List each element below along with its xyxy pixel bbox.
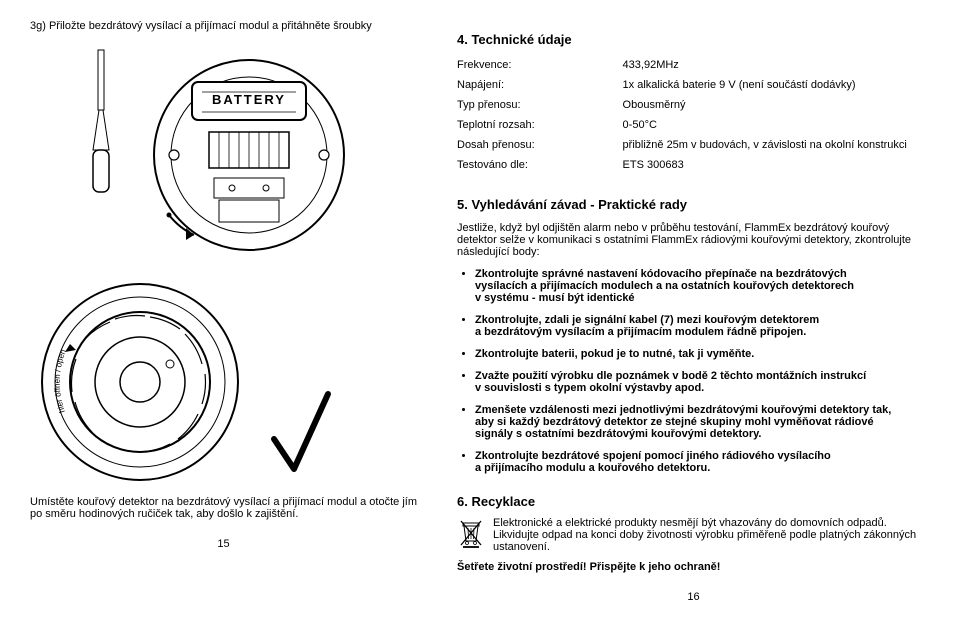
spec-value: přibližně 25m v budovách, v závislosti n… (623, 135, 930, 155)
list-item: Zkontrolujte správné nastavení kódovacíh… (475, 268, 930, 304)
spec-label: Typ přenosu: (457, 95, 623, 115)
list-item: Zmenšete vzdálenosti mezi jednotlivými b… (475, 404, 930, 440)
page-number-right: 16 (457, 591, 930, 603)
list-item-line: signály s ostatními bezdrátovými kouřový… (475, 428, 930, 440)
spec-label: Dosah přenosu: (457, 135, 623, 155)
spec-label: Teplotní rozsah: (457, 115, 623, 135)
list-item: Zvažte použití výrobku dle poznámek v bo… (475, 370, 930, 394)
table-row: Teplotní rozsah:0-50°C (457, 115, 930, 135)
table-row: Frekvence:433,92MHz (457, 55, 930, 75)
list-item-line: vysílacích a přijímacích modulech a na o… (475, 280, 930, 292)
step-title: 3g) Přiložte bezdrátový vysílací a přijí… (30, 20, 417, 32)
troubleshoot-list: Zkontrolujte správné nastavení kódovacíh… (457, 268, 930, 474)
troubleshoot-intro: Jestliže, když byl odjištěn alarm nebo v… (457, 222, 930, 258)
troubleshoot-heading: 5. Vyhledávání závad - Praktické rady (457, 197, 930, 212)
list-item-line: aby si každý bezdrátový detektor ze stej… (475, 416, 930, 428)
module-top-illustration: BATTERY (30, 40, 417, 260)
list-item-line: Zvažte použití výrobku dle poznámek v bo… (475, 370, 930, 382)
spec-label: Napájení: (457, 75, 623, 95)
list-item-line: a bezdrátovým vysílacím a přijímacím mod… (475, 326, 930, 338)
list-item: Zkontrolujte, zdali je signální kabel (7… (475, 314, 930, 338)
spec-value: 0-50°C (623, 115, 930, 135)
spec-label: Testováno dle: (457, 155, 623, 175)
table-row: Typ přenosu:Obousměrný (457, 95, 930, 115)
svg-text:BATTERY: BATTERY (212, 92, 286, 107)
recycling-heading: 6. Recyklace (457, 494, 930, 509)
list-item-line: Zkontrolujte bezdrátové spojení pomocí j… (475, 450, 930, 462)
spec-value: 1x alkalická baterie 9 V (není součástí … (623, 75, 930, 95)
page-number-left: 15 (30, 538, 417, 550)
spec-label: Frekvence: (457, 55, 623, 75)
list-item-line: a přijímacího modulu a kouřového detekto… (475, 462, 930, 474)
assembled-caption: Umístěte kouřový detektor na bezdrátový … (30, 496, 417, 520)
spec-value: 433,92MHz (623, 55, 930, 75)
list-item: Zkontrolujte bezdrátové spojení pomocí j… (475, 450, 930, 474)
list-item-line: v systému - musí být identické (475, 292, 930, 304)
spec-value: ETS 300683 (623, 155, 930, 175)
tech-specs-heading: 4. Technické údaje (457, 32, 930, 47)
recycling-text: Elektronické a elektrické produkty nesmě… (493, 517, 930, 553)
table-row: Dosah přenosu:přibližně 25m v budovách, … (457, 135, 930, 155)
list-item: Zkontrolujte baterii, pokud je to nutné,… (475, 348, 930, 360)
table-row: Napájení:1x alkalická baterie 9 V (není … (457, 75, 930, 95)
assembled-detector-illustration: hier öffnen / open (30, 274, 417, 484)
spec-value: Obousměrný (623, 95, 930, 115)
list-item-line: Zkontrolujte správné nastavení kódovacíh… (475, 268, 930, 280)
list-item-line: Zkontrolujte, zdali je signální kabel (7… (475, 314, 930, 326)
recycling-bold: Šetřete životní prostředí! Přispějte k j… (457, 561, 930, 573)
list-item-line: v souvislosti s typem okolní výstavby ap… (475, 382, 930, 394)
weee-bin-icon (457, 519, 485, 549)
table-row: Testováno dle:ETS 300683 (457, 155, 930, 175)
list-item-line: Zmenšete vzdálenosti mezi jednotlivými b… (475, 404, 930, 416)
checkmark-icon (266, 384, 336, 484)
list-item-line: Zkontrolujte baterii, pokud je to nutné,… (475, 348, 930, 360)
specs-table: Frekvence:433,92MHzNapájení:1x alkalická… (457, 55, 930, 175)
